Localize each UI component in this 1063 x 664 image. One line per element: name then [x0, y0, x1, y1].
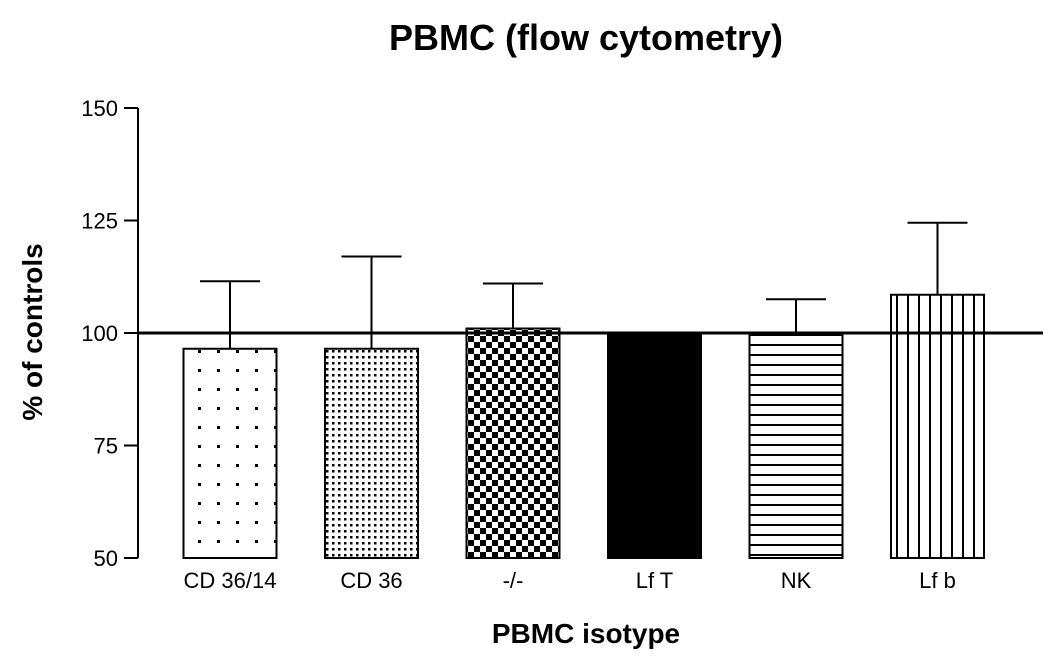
y-tick-label: 125 — [81, 209, 118, 234]
y-tick-label: 100 — [81, 321, 118, 346]
y-tick-label: 150 — [81, 96, 118, 121]
y-tick-label: 50 — [94, 546, 118, 571]
bar-5 — [748, 332, 844, 559]
bar-2 — [324, 347, 419, 559]
bar-4 — [607, 332, 702, 559]
chart-title: PBMC (flow cytometry) — [389, 17, 783, 58]
y-axis-title: % of controls — [17, 243, 48, 420]
bar-3 — [465, 327, 561, 559]
x-tick-label: NK — [781, 568, 812, 593]
bar-6 — [890, 293, 985, 559]
x-axis-title: PBMC isotype — [492, 618, 680, 649]
bar-1 — [182, 347, 278, 559]
x-tick-label: Lf b — [919, 568, 956, 593]
x-tick-label: -/- — [503, 568, 524, 593]
x-tick-label: Lf T — [636, 568, 674, 593]
y-tick-label: 75 — [94, 434, 118, 459]
x-tick-label: CD 36 — [340, 568, 402, 593]
x-tick-label: CD 36/14 — [184, 568, 277, 593]
